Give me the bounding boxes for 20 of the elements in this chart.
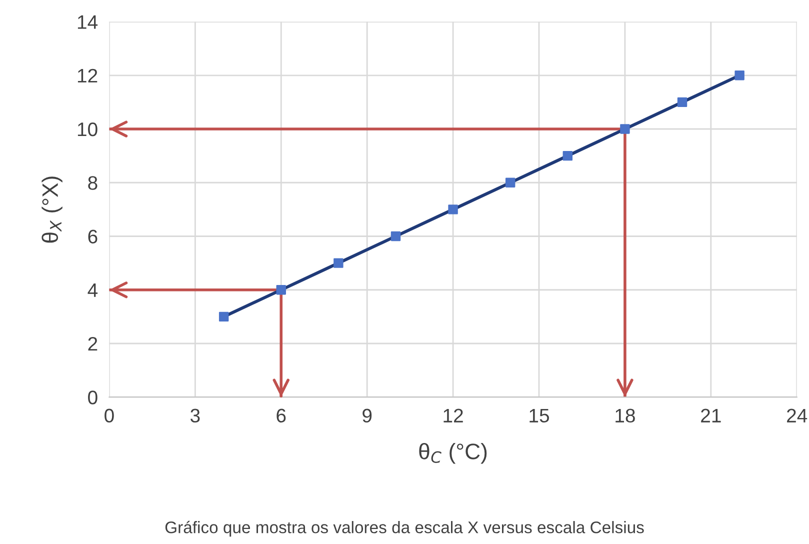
y-tick-label: 6: [88, 230, 98, 244]
x-tick-label: 0: [104, 408, 114, 423]
y-tick-label: 10: [78, 122, 98, 136]
y-tick-label: 8: [88, 176, 98, 190]
x-tick-label: 21: [701, 408, 721, 422]
x-tick-label: 15: [530, 408, 549, 423]
x-tick-label: 3: [190, 408, 200, 423]
y-tick-label: 2: [88, 336, 98, 351]
y-tick-label: 12: [78, 68, 98, 82]
x-tick-label: 6: [276, 408, 286, 423]
y-tick-label: 14: [78, 15, 98, 29]
x-tick-label: 18: [616, 408, 635, 423]
y-axis-title: θ$_{X}$ (°X): [42, 176, 62, 243]
x-axis-title: θ$_{C}$ (°C): [419, 443, 487, 464]
y-tick-label: 0: [88, 390, 98, 404]
x-tick-label: 24: [787, 408, 808, 422]
text: Gráfico que mostra os valores da escala X versus escala Celsius: [165, 520, 644, 537]
x-tick-label: 12: [444, 408, 463, 422]
y-tick-label: 4: [88, 284, 98, 297]
x-tick-label: 9: [362, 408, 372, 423]
